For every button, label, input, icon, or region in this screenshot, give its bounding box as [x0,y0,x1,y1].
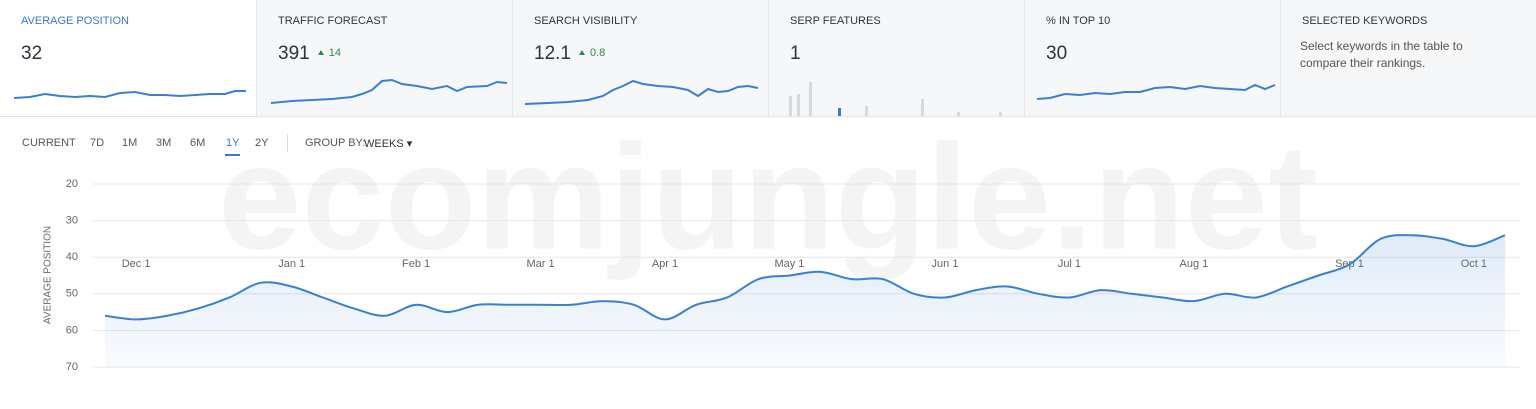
x-tick-label: Dec 1 [122,258,151,270]
metric-card[interactable]: % IN TOP 10 30 [1024,0,1280,116]
x-tick-label: Jan 1 [278,258,305,270]
metric-card[interactable]: SEARCH VISIBILITY 12.1 0.8 [512,0,768,116]
card-value: 32 [21,43,43,64]
metric-card[interactable]: TRAFFIC FORECAST 391 14 [256,0,512,116]
range-button[interactable]: 3M [156,137,172,149]
current-button[interactable]: CURRENT [22,137,76,149]
delta: 0.8 [579,47,605,59]
card-value: 12.1 0.8 [534,43,605,65]
card-value: 1 [790,43,801,64]
sparkline [270,78,508,104]
group-by-dropdown[interactable]: WEEKS ▾ [364,138,413,150]
range-button[interactable]: 1M [122,137,138,149]
area [105,235,1505,367]
y-tick-label: 50 [66,288,78,300]
y-tick-label: 30 [66,215,78,227]
group-value: WEEKS [364,138,404,150]
x-tick-label: Mar 1 [526,258,554,270]
card-title: TRAFFIC FORECAST [278,15,388,27]
card-value: 30 [1046,43,1068,64]
metric-card[interactable]: AVERAGE POSITION 32 [0,0,256,116]
metric-card[interactable]: SERP FEATURES 1 [768,0,1024,116]
y-tick-label: 70 [66,361,78,373]
range-button[interactable]: 7D [90,137,105,149]
range-button[interactable]: 2Y [255,137,269,149]
value: 12.1 [534,43,571,64]
x-tick-label: Jun 1 [932,258,959,270]
card-title: SELECTED KEYWORDS [1302,15,1428,27]
separator [287,134,288,152]
sparkline [13,90,246,99]
y-tick-label: 60 [66,324,78,336]
card-text: Select keywords in the table to compare … [1300,39,1463,70]
card-title: AVERAGE POSITION [21,15,129,27]
x-tick-label: Aug 1 [1180,258,1209,270]
range-button[interactable]: 6M [190,137,206,149]
metric-card[interactable]: SELECTED KEYWORDS Select keywords in the… [1280,0,1536,116]
feature-bars [789,82,1002,116]
sparkline [1036,83,1276,100]
y-axis-label: AVERAGE POSITION [43,226,54,324]
x-tick-label: Feb 1 [402,258,430,270]
x-tick-label: Jul 1 [1058,258,1081,270]
metric-cards: AVERAGE POSITION 32 TRAFFIC FORECAST 391… [0,0,1536,117]
value: 391 [278,43,310,64]
card-value: 391 14 [278,43,341,65]
x-tick-label: Apr 1 [652,258,678,270]
sparkline [524,79,759,105]
group-by-label: GROUP BY: [305,137,366,149]
watermark: ecomjungle.net [218,117,1318,281]
delta: 14 [318,47,341,59]
x-tick-label: May 1 [774,258,804,270]
y-tick-label: 40 [66,251,78,263]
line [104,234,1506,321]
card-title: SERP FEATURES [790,15,881,27]
range-button[interactable]: 1Y [224,137,241,156]
chart: ecomjungle.net AVERAGE POSITION 20 30 40 50… [43,117,1520,373]
card-title: % IN TOP 10 [1046,15,1111,27]
card-title: SEARCH VISIBILITY [534,15,638,27]
y-tick-label: 20 [66,178,78,190]
